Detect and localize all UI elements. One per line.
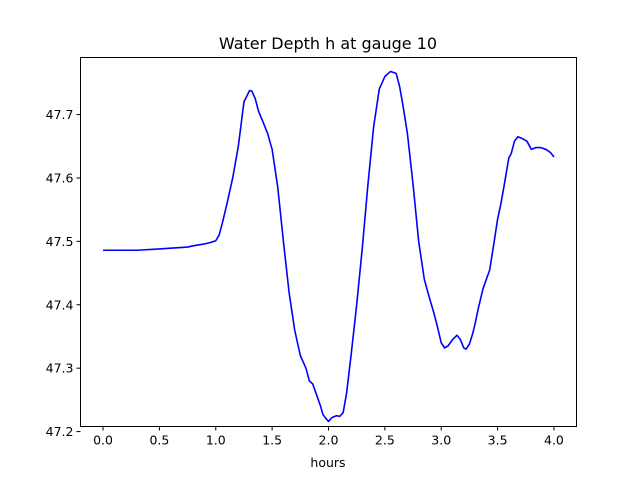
plot-area-frame bbox=[80, 57, 577, 427]
y-tick-label: 47.7 bbox=[46, 107, 74, 122]
x-tick-label: 3.0 bbox=[431, 433, 451, 448]
series-line bbox=[103, 70, 555, 423]
y-tick-label: 47.4 bbox=[46, 297, 74, 312]
x-axis-label: hours bbox=[310, 455, 345, 470]
series-layer bbox=[103, 70, 555, 423]
x-tick-label: 0.5 bbox=[149, 433, 169, 448]
chart-title: Water Depth h at gauge 10 bbox=[219, 34, 437, 53]
y-tick-label: 47.6 bbox=[46, 170, 74, 185]
x-tick-label: 3.5 bbox=[488, 433, 508, 448]
x-tick-label: 0.0 bbox=[93, 433, 113, 448]
y-tick-label: 47.2 bbox=[46, 424, 74, 439]
y-axis-ticks: 47.2 47.3 47.4 47.5 47.6 47.7 bbox=[46, 107, 81, 439]
x-axis-ticks: 0.0 0.5 1.0 1.5 2.0 2.5 3.0 3.5 4.0 bbox=[93, 426, 564, 448]
x-tick-label: 2.5 bbox=[375, 433, 395, 448]
x-tick-label: 4.0 bbox=[544, 433, 564, 448]
y-tick-label: 47.5 bbox=[46, 234, 74, 249]
y-tick-label: 47.3 bbox=[46, 361, 74, 376]
x-tick-label: 2.0 bbox=[319, 433, 339, 448]
x-tick-label: 1.5 bbox=[262, 433, 282, 448]
x-tick-label: 1.0 bbox=[206, 433, 226, 448]
